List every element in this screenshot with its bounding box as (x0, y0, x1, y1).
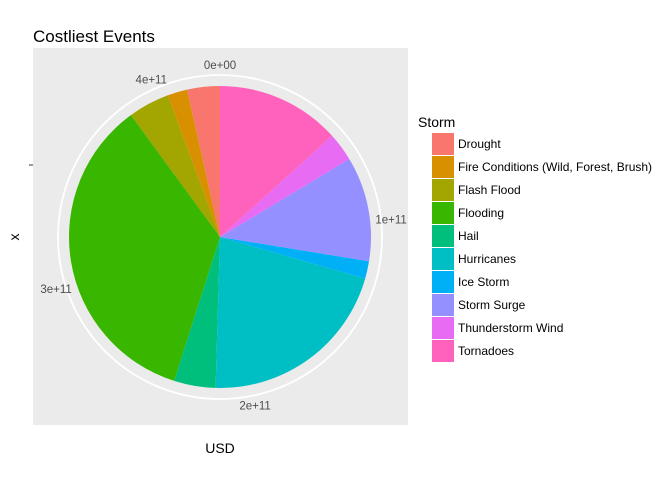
tick-label: 3e+11 (40, 284, 71, 296)
pie-slice-drought (187, 86, 220, 237)
pie-slice-hail (174, 237, 220, 388)
legend-key-fire-conditions-wild-forest-brush (432, 156, 454, 178)
pie-slice-thunderstorm-wind (220, 135, 350, 237)
pie-slice-flooding (68, 115, 220, 381)
pie-slices (68, 86, 371, 388)
tick-label: 2e+11 (239, 400, 270, 412)
legend-title: Storm (418, 114, 455, 130)
legend-label: Ice Storm (458, 275, 509, 289)
pie-slice-flash-flood (130, 95, 220, 237)
legend-label: Flooding (458, 206, 504, 220)
tick-label: 0e+00 (204, 60, 236, 72)
legend-key-tornadoes (432, 340, 454, 362)
legend-key-flooding (432, 202, 454, 224)
pie-slice-hurricanes (215, 237, 366, 388)
legend-key-ice-storm (432, 271, 454, 293)
legend-label: Drought (458, 137, 501, 151)
angle-tick-labels: 0e+00 1e+11 2e+11 3e+11 4e+11 (40, 60, 406, 412)
legend-key-storm-surge (432, 294, 454, 316)
x-axis-title: USD (205, 440, 235, 456)
pie-slice-ice-storm (220, 237, 370, 279)
legend-key-flash-flood (432, 179, 454, 201)
legend-label: Hail (458, 229, 479, 243)
legend-key-hurricanes (432, 248, 454, 270)
legend-label: Hurricanes (458, 252, 516, 266)
legend-label: Thunderstorm Wind (458, 321, 563, 335)
legend-key-hail (432, 225, 454, 247)
legend-key-drought (432, 133, 454, 155)
grid-ring (57, 74, 383, 400)
pie-slice-fire-conditions-wild-forest-brush (167, 89, 220, 238)
legend-label: Tornadoes (458, 344, 514, 358)
pie-slice-storm-surge (220, 158, 371, 262)
legend-label: Flash Flood (458, 183, 521, 197)
pie-slice-tornadoes (220, 86, 333, 237)
y-axis-title: x (6, 234, 22, 241)
tick-label: 1e+11 (375, 214, 406, 226)
legend: Drought Fire Conditions (Wild, Forest, Br… (432, 133, 652, 362)
legend-label: Storm Surge (458, 298, 526, 312)
legend-label: Fire Conditions (Wild, Forest, Brush) (458, 160, 652, 174)
chart-title: Costliest Events (33, 27, 155, 46)
legend-key-thunderstorm-wind (432, 317, 454, 339)
tick-label: 4e+11 (136, 74, 167, 86)
